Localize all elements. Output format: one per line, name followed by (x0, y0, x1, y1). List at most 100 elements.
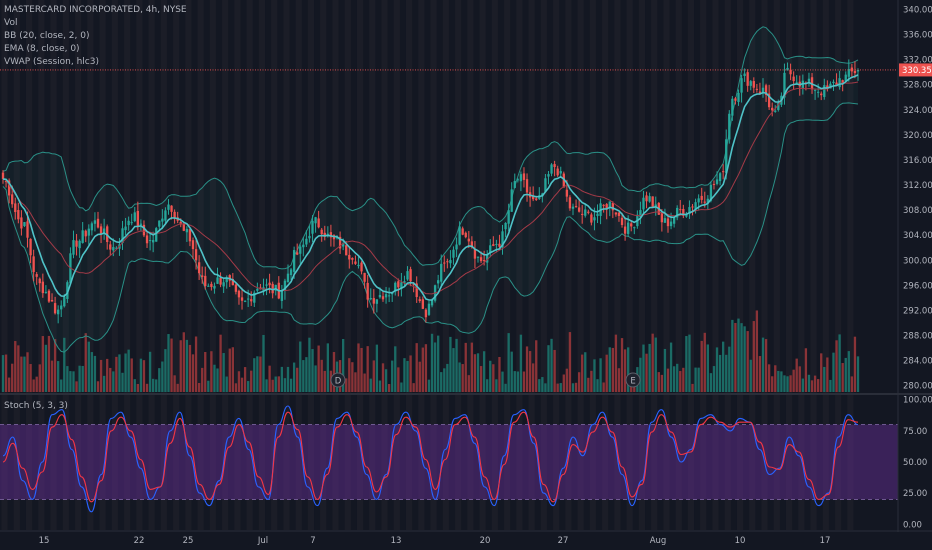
volume-bar (728, 346, 731, 392)
session-stripe (405, 0, 413, 530)
session-stripe (589, 0, 596, 530)
candle-body (302, 244, 305, 248)
bollinger-upper-band (2, 26, 859, 270)
volume-bar (525, 346, 529, 392)
candle-body (179, 222, 182, 225)
legend-stoch[interactable]: Stoch (5, 3, 3) (4, 401, 68, 411)
volume-bar (170, 338, 173, 392)
volume-bar (369, 378, 372, 392)
volume-bar (626, 347, 630, 392)
candle-body (234, 284, 238, 292)
volume-bar (323, 370, 326, 392)
volume-bar (289, 378, 293, 392)
legend-bollinger[interactable]: BB (20, close, 2, 0) (4, 31, 90, 41)
candlesticks (1, 59, 860, 324)
candle-body (360, 262, 363, 272)
candle-body (158, 220, 161, 227)
candle-body (703, 201, 706, 203)
volume-bar (734, 322, 737, 392)
stoch-tick-label: 25.00 (903, 489, 927, 499)
candle-body (109, 244, 112, 250)
ema-line (2, 74, 859, 301)
candle-body (299, 246, 302, 254)
volume-bar (663, 348, 667, 392)
volume-bar (479, 366, 483, 392)
candle-body (415, 283, 418, 298)
candle-body (746, 72, 749, 86)
volume-bar (406, 360, 409, 392)
candle-body (743, 73, 746, 77)
candle-body (23, 222, 26, 227)
volume-bar (41, 336, 45, 392)
volume-bar (688, 334, 691, 392)
candle-body (391, 293, 394, 295)
candle-body (366, 282, 369, 300)
candle-body (562, 173, 565, 188)
volume-bar (375, 344, 379, 392)
candle-body (461, 228, 464, 235)
candle-body (642, 197, 645, 210)
volume-bar (639, 357, 642, 392)
volume-bar (593, 359, 596, 392)
volume-bar (148, 351, 152, 392)
volume-bar (847, 351, 850, 392)
candle-body (645, 195, 648, 202)
candle-body (721, 171, 725, 173)
volume-bar (250, 370, 253, 392)
volume-bar (179, 340, 182, 392)
session-stripe (798, 0, 805, 530)
volume-bar (535, 340, 538, 392)
volume-bar (433, 342, 437, 392)
legend-ema[interactable]: EMA (8, close, 0) (4, 44, 80, 54)
volume-bar (133, 379, 136, 392)
session-stripe (577, 0, 584, 530)
time-tick-label: 22 (134, 536, 145, 546)
stoch-tick-label: 100.00 (903, 396, 932, 406)
candle-body (694, 202, 697, 210)
candle-body (547, 174, 550, 177)
legend-vwap[interactable]: VWAP (Session, hlc3) (4, 57, 99, 67)
volume-bar (11, 363, 14, 392)
volume-bar (660, 374, 664, 392)
candle-body (323, 232, 326, 237)
candle-body (185, 228, 189, 233)
candle-body (283, 280, 287, 291)
volume-bar (112, 371, 115, 392)
volume-bar (265, 379, 268, 392)
candle-body (207, 285, 210, 287)
candle-body (246, 298, 250, 300)
volume-bar (553, 349, 556, 392)
volume-bar (783, 375, 786, 392)
candle-body (430, 299, 434, 306)
session-stripe (602, 0, 609, 530)
volume-bar (151, 378, 155, 392)
volume-bar (666, 368, 670, 392)
price-axis: 280.00 284.00 288.00 292.00 296.00 300.00 304.… (0, 0, 932, 532)
candle-body (133, 212, 136, 222)
candle-body (535, 198, 538, 200)
candle-body (173, 211, 176, 219)
volume-bar (161, 361, 164, 392)
volume-bar (611, 347, 615, 392)
session-stripe (442, 0, 449, 530)
candle-body (17, 210, 20, 220)
candle-body (378, 294, 382, 298)
volume-bar (292, 362, 296, 392)
candle-body (112, 247, 115, 251)
volume-bar (69, 371, 72, 392)
time-tick-label: 7 (310, 536, 315, 546)
volume-bar (32, 379, 35, 392)
candle-body (397, 281, 400, 288)
candle-body (381, 296, 385, 300)
symbol-title[interactable]: MASTERCARD INCORPORATED, 4h, NYSE (4, 5, 187, 15)
volume-bar (562, 374, 565, 392)
candle-body (853, 71, 857, 74)
candle-body (26, 221, 29, 238)
volume-bar (26, 352, 29, 392)
candle-body (525, 179, 529, 193)
time-tick-label: 20 (480, 536, 491, 546)
candle-body (194, 249, 198, 261)
volume-bar (84, 333, 87, 392)
legend-volume[interactable]: Vol (4, 18, 18, 28)
